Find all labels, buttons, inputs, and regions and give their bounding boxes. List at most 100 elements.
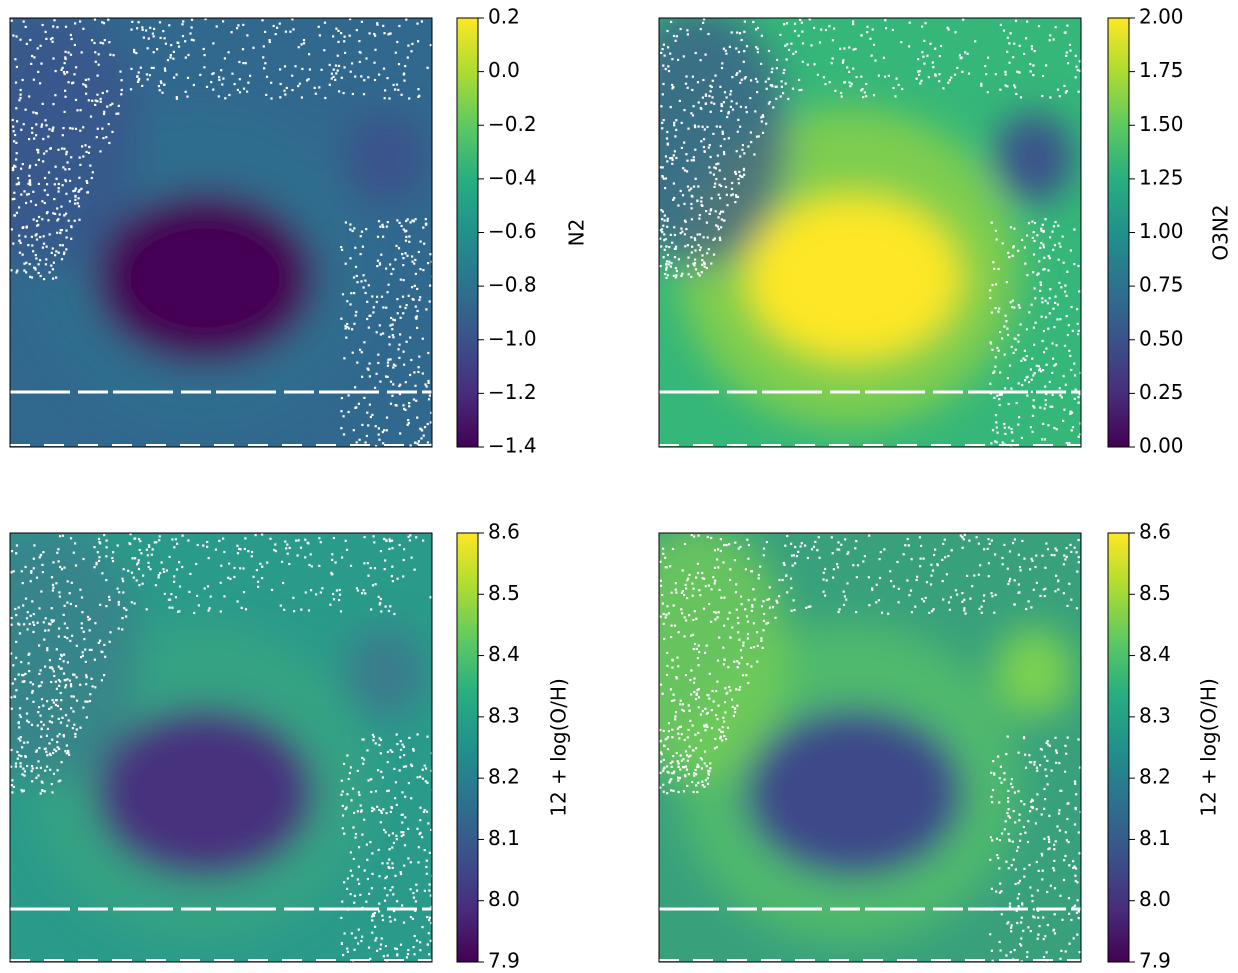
- masked-pixel: [1044, 403, 1047, 406]
- masked-pixel: [31, 244, 34, 247]
- masked-pixel: [1065, 441, 1068, 445]
- masked-pixel: [375, 372, 378, 375]
- masked-pixel: [1020, 359, 1023, 362]
- masked-pixel: [1017, 382, 1020, 385]
- masked-pixel: [20, 193, 23, 196]
- masked-pixel: [261, 533, 264, 536]
- masked-pixel: [765, 622, 768, 625]
- masked-pixel: [784, 82, 787, 85]
- masked-pixel: [384, 831, 387, 834]
- masked-pixel: [365, 434, 368, 437]
- masked-pixel: [714, 167, 717, 170]
- masked-pixel: [728, 45, 731, 48]
- masked-pixel: [725, 738, 728, 741]
- masked-pixel: [1079, 810, 1081, 814]
- masked-pixel: [659, 265, 662, 268]
- masked-pixel: [120, 93, 123, 96]
- masked-pixel: [724, 701, 727, 704]
- masked-pixel: [219, 581, 222, 584]
- masked-pixel: [218, 539, 221, 542]
- masked-pixel: [1053, 426, 1056, 430]
- masked-pixel: [379, 601, 382, 605]
- masked-pixel: [19, 96, 22, 100]
- masked-pixel: [678, 99, 681, 102]
- masked-pixel: [665, 245, 668, 248]
- masked-pixel: [1011, 840, 1014, 843]
- masked-pixel: [363, 536, 366, 539]
- masked-pixel: [54, 703, 57, 706]
- masked-pixel: [994, 307, 997, 310]
- masked-pixel: [65, 744, 68, 747]
- masked-pixel: [197, 604, 200, 607]
- masked-pixel: [1058, 809, 1061, 812]
- masked-pixel: [157, 85, 160, 88]
- masked-pixel: [1008, 550, 1012, 553]
- masked-pixel: [360, 939, 363, 943]
- masked-pixel: [412, 896, 416, 899]
- colorbar-tick-label: −1.0: [488, 326, 537, 350]
- colorbar-tick-label: 0.2: [488, 5, 520, 29]
- masked-pixel: [398, 24, 401, 28]
- masked-pixel: [363, 341, 366, 344]
- masked-pixel: [129, 533, 132, 536]
- masked-pixel: [959, 57, 962, 60]
- masked-pixel: [713, 185, 716, 188]
- masked-pixel: [683, 542, 687, 546]
- masked-pixel: [26, 628, 29, 631]
- masked-pixel: [176, 542, 179, 545]
- masked-pixel: [426, 66, 429, 69]
- masked-pixel: [319, 541, 322, 544]
- masked-pixel: [917, 70, 920, 73]
- masked-pixel: [1029, 426, 1032, 429]
- masked-pixel: [908, 21, 911, 24]
- masked-pixel: [921, 598, 924, 601]
- colorbar-tick-label: −0.2: [488, 112, 537, 136]
- masked-pixel: [683, 774, 687, 777]
- masked-pixel: [729, 93, 732, 96]
- masked-pixel: [677, 779, 680, 782]
- masked-pixel: [662, 177, 665, 180]
- masked-pixel: [661, 692, 664, 695]
- masked-pixel: [964, 612, 967, 615]
- masked-pixel: [828, 25, 831, 28]
- masked-pixel: [24, 755, 27, 758]
- masked-pixel: [340, 317, 343, 320]
- masked-pixel: [97, 53, 100, 56]
- masked-pixel: [117, 603, 120, 606]
- masked-pixel: [371, 872, 374, 875]
- masked-pixel: [1032, 374, 1035, 377]
- masked-pixel: [663, 248, 666, 251]
- masked-pixel: [1044, 299, 1047, 302]
- masked-pixel: [790, 609, 793, 612]
- masked-pixel: [16, 269, 19, 272]
- masked-pixel: [383, 899, 387, 902]
- masked-pixel: [794, 50, 797, 53]
- masked-pixel: [1008, 42, 1011, 45]
- masked-pixel: [233, 575, 236, 579]
- masked-pixel: [696, 199, 699, 202]
- masked-pixel: [735, 47, 738, 50]
- masked-pixel: [31, 131, 34, 134]
- masked-pixel: [416, 827, 419, 830]
- masked-pixel: [54, 165, 57, 168]
- masked-pixel: [59, 244, 62, 247]
- masked-pixel: [1004, 70, 1007, 73]
- masked-pixel: [1017, 846, 1020, 849]
- masked-pixel: [120, 79, 123, 82]
- masked-pixel: [80, 51, 83, 54]
- masked-pixel: [396, 298, 399, 301]
- masked-pixel: [1024, 379, 1027, 382]
- masked-pixel: [1073, 362, 1076, 365]
- masked-pixel: [42, 551, 45, 554]
- masked-pixel: [1009, 32, 1012, 35]
- masked-pixel: [663, 637, 666, 641]
- masked-pixel: [709, 767, 712, 770]
- masked-pixel: [1033, 343, 1036, 346]
- masked-pixel: [691, 724, 694, 727]
- masked-pixel: [36, 724, 39, 727]
- masked-pixel: [1066, 736, 1069, 739]
- masked-pixel: [386, 862, 389, 865]
- masked-pixel: [694, 698, 698, 701]
- masked-pixel: [424, 383, 427, 386]
- masked-pixel: [666, 748, 670, 751]
